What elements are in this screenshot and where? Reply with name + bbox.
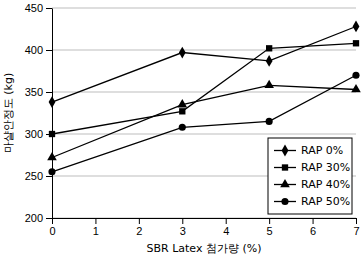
y-axis-title: 마샬안정도 (kg) [2,73,15,153]
marker [48,168,55,175]
grid-line [52,134,356,135]
tick-label: 3 [180,225,186,237]
y-axis: 200 250 300 350 400 450 [25,2,53,224]
tick: 200 [25,212,52,224]
legend-marker [281,198,288,205]
tick-mark [226,218,227,224]
legend-label: RAP 50% [301,195,350,208]
tick: 450 [25,2,52,14]
tick: 350 [25,86,52,98]
grid-line [52,50,356,51]
tick: 6 [310,218,316,237]
tick-mark [139,218,140,224]
tick-label: 6 [310,225,316,237]
tick-mark [46,218,52,219]
tick-label: 2 [136,225,142,237]
tick: 3 [180,218,186,237]
plot-area: 01234567200250300350400450RAP 0%RAP 30%R… [25,2,361,237]
tick-mark [46,92,52,93]
line [52,26,356,102]
marker [352,72,359,79]
series-group [47,21,361,176]
legend-label: RAP 0% [301,144,343,157]
tick-label: 1 [93,225,99,237]
tick-mark [52,218,53,224]
tick-mark [182,218,183,224]
tick: 7 [353,218,359,237]
marker [179,124,186,131]
tick-label: 400 [25,44,43,56]
grid-line [52,8,356,9]
marker [353,21,360,33]
tick-mark [269,218,270,224]
tick-label: 450 [25,2,43,14]
marker [266,55,273,67]
x-axis: 0 1 2 3 4 5 6 7 [49,218,359,237]
tick: 5 [267,218,273,237]
chart: 01234567200250300350400450RAP 0%RAP 30%R… [0,0,364,258]
tick-mark [95,218,96,224]
marker [353,40,359,46]
tick: 250 [25,170,52,182]
marker [177,99,187,107]
tick-mark [356,218,357,224]
line [52,43,356,134]
legend-box [268,138,352,214]
marker [266,118,273,125]
tick-label: 0 [49,225,55,237]
marker [264,80,274,88]
tick-mark [46,176,52,177]
line [52,85,356,157]
tick-mark [313,218,314,224]
axis-line [52,9,53,219]
legend-label: RAP 40% [301,178,350,191]
x-axis-title: SBR Latex 첨가량 (%) [147,242,262,255]
legend-label: RAP 30% [301,161,350,174]
legend: RAP 0% RAP 30% RAP 40% RAP 50% [268,138,352,214]
tick: 1 [93,218,99,237]
marker [179,47,186,59]
grid-line [52,218,356,219]
tick: 300 [25,128,52,140]
marker [266,45,272,51]
tick: 4 [223,218,229,237]
marker [49,96,56,108]
tick-label: 300 [25,128,43,140]
tick: 2 [136,218,142,237]
grid [52,8,356,218]
grid-line [52,92,356,93]
tick: 0 [49,218,55,237]
tick-label: 250 [25,170,43,182]
tick-label: 5 [267,225,273,237]
tick-label: 7 [353,225,359,237]
marker [179,108,185,114]
tick-mark [46,50,52,51]
marker [49,131,55,137]
tick-label: 350 [25,86,43,98]
marker [351,84,361,92]
tick-mark [46,8,52,9]
legend-marker [282,164,288,170]
legend-marker [282,145,289,157]
tick: 400 [25,44,52,56]
axis-line [53,218,357,219]
legend-marker [280,179,290,187]
line [52,75,356,172]
tick-label: 4 [223,225,229,237]
tick-label: 200 [25,212,43,224]
marker [47,152,57,160]
